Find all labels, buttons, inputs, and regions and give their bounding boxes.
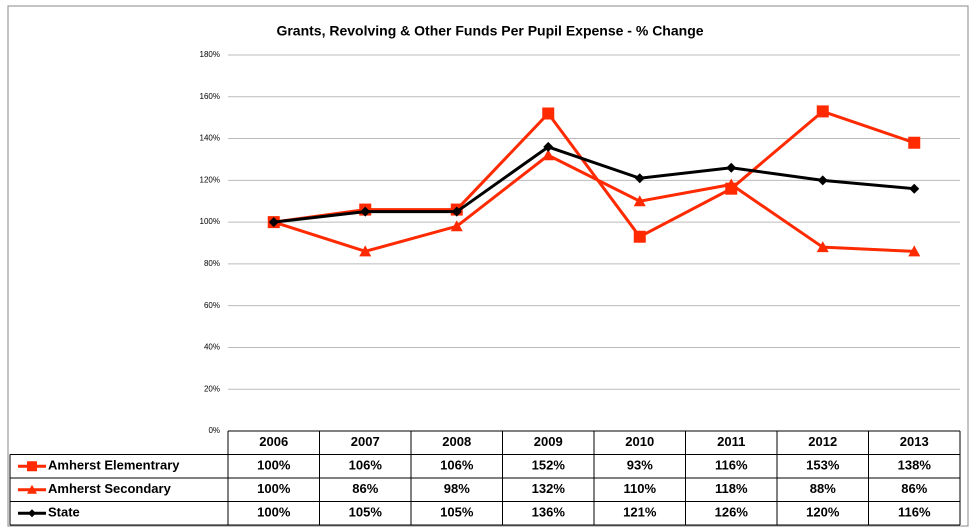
- table-value: 100%: [257, 458, 291, 473]
- marker: [633, 195, 646, 207]
- x-tick-label: 2012: [808, 434, 837, 449]
- table-value: 86%: [901, 481, 927, 496]
- table-value: 105%: [440, 505, 474, 520]
- marker: [450, 220, 463, 232]
- table-value: 93%: [627, 458, 653, 473]
- legend-marker: [27, 461, 37, 472]
- x-tick-label: 2009: [534, 434, 563, 449]
- table-value: 118%: [715, 481, 748, 496]
- table-value: 138%: [898, 458, 932, 473]
- marker: [451, 206, 462, 217]
- marker: [909, 183, 920, 194]
- table-value: 98%: [444, 481, 470, 496]
- y-tick-label: 60%: [204, 301, 220, 310]
- table-value: 86%: [352, 481, 378, 496]
- table-value: 100%: [257, 481, 291, 496]
- marker: [817, 175, 828, 186]
- marker: [908, 245, 921, 257]
- series-line: [273, 145, 915, 224]
- marker: [633, 230, 646, 243]
- legend-marker: [27, 484, 37, 494]
- x-tick-label: 2007: [351, 434, 380, 449]
- table-value: 152%: [532, 458, 566, 473]
- chart-title: Grants, Revolving & Other Funds Per Pupi…: [276, 23, 703, 39]
- y-tick-label: 140%: [200, 134, 220, 143]
- table-value: 153%: [806, 458, 840, 473]
- y-tick-label: 180%: [200, 50, 220, 59]
- table-value: 106%: [440, 458, 474, 473]
- marker: [542, 107, 555, 120]
- table-value: 105%: [349, 505, 383, 520]
- series-line: [273, 153, 915, 253]
- y-tick-label: 40%: [204, 343, 220, 352]
- marker: [543, 141, 554, 152]
- table-value: 110%: [623, 481, 656, 496]
- y-tick-label: 20%: [204, 384, 220, 393]
- x-tick-label: 2006: [259, 434, 288, 449]
- table-value: 106%: [349, 458, 383, 473]
- y-tick-label: 80%: [204, 259, 220, 268]
- table-value: 116%: [715, 458, 748, 473]
- table-value: 116%: [898, 505, 931, 520]
- x-tick-label: 2008: [442, 434, 471, 449]
- table-value: 136%: [532, 505, 566, 520]
- marker: [542, 149, 555, 161]
- legend-marker: [28, 509, 36, 518]
- y-tick-label: 100%: [200, 217, 220, 226]
- x-tick-label: 2013: [900, 434, 929, 449]
- marker: [360, 206, 371, 217]
- chart-frame: [7, 5, 969, 527]
- table-value: 126%: [715, 505, 749, 520]
- y-tick-label: 120%: [200, 175, 220, 184]
- x-tick-label: 2010: [625, 434, 654, 449]
- table-value: 120%: [806, 505, 840, 520]
- x-tick-label: 2011: [717, 434, 745, 449]
- legend-label: Amherst Elementrary: [48, 458, 180, 473]
- marker: [816, 241, 829, 253]
- table-value: 121%: [623, 505, 657, 520]
- marker: [359, 245, 372, 257]
- y-tick-label: 160%: [200, 92, 220, 101]
- y-tick-label: 0%: [208, 426, 220, 435]
- legend-label: Amherst Secondary: [48, 481, 172, 496]
- marker: [908, 136, 921, 149]
- legend-label: State: [48, 505, 80, 520]
- marker: [268, 217, 279, 228]
- table-value: 88%: [810, 481, 836, 496]
- table-value: 100%: [257, 505, 291, 520]
- marker: [634, 173, 645, 184]
- marker: [816, 105, 829, 118]
- table-value: 132%: [532, 481, 566, 496]
- marker: [726, 162, 737, 173]
- series-line: [273, 109, 915, 239]
- marker: [725, 178, 738, 190]
